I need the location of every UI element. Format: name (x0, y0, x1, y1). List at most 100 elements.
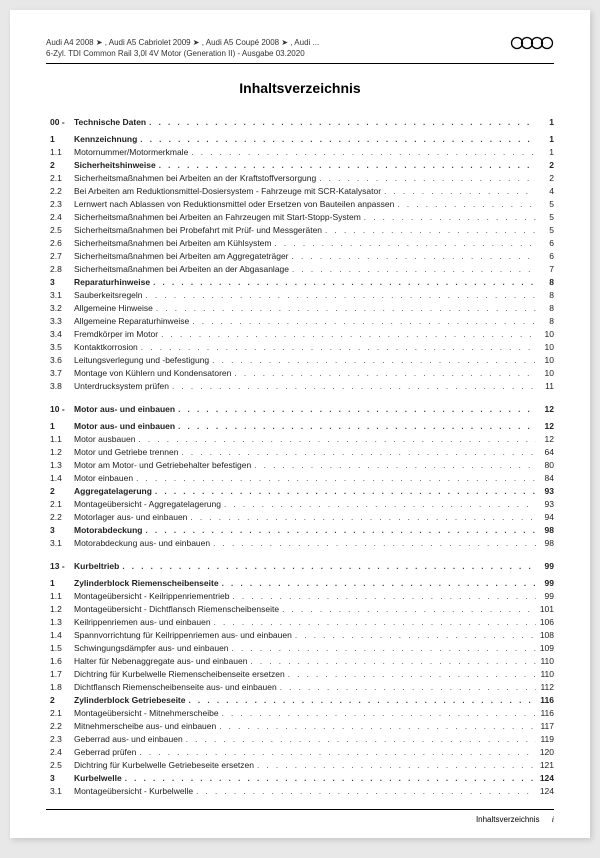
footer-page-number: i (552, 815, 554, 824)
toc-dots: . . . . . . . . . . . . . . . . . . . . … (292, 264, 536, 276)
toc-dots: . . . . . . . . . . . . . . . . . . . . … (384, 186, 536, 198)
toc-dots: . . . . . . . . . . . . . . . . . . . . … (122, 561, 536, 573)
toc-row-label: Bei Arbeiten am Reduktionsmittel-Dosiers… (74, 185, 384, 198)
toc-row: 3.1Sauberkeitsregeln. . . . . . . . . . … (46, 289, 554, 302)
toc-row: 2.1Montageübersicht - Aggregatelagerung.… (46, 498, 554, 511)
toc-section-heading: 13 -Kurbeltrieb. . . . . . . . . . . . .… (46, 560, 554, 573)
toc-row-label: Unterdrucksystem prüfen (74, 380, 172, 393)
toc-row-label: Reparaturhinweise (74, 276, 153, 289)
footer-label: Inhaltsverzeichnis (476, 815, 540, 824)
toc-row: 1.3Motor am Motor- und Getriebehalter be… (46, 459, 554, 472)
toc-page: 12 (536, 403, 554, 416)
toc-section-heading: 00 -Technische Daten. . . . . . . . . . … (46, 116, 554, 129)
toc-row-num: 1.6 (46, 655, 74, 668)
toc-row-num: 3.6 (46, 354, 74, 367)
toc-page: 108 (536, 629, 554, 642)
toc-dots: . . . . . . . . . . . . . . . . . . . . … (141, 342, 536, 354)
toc-row-num: 3.8 (46, 380, 74, 393)
toc-dots: . . . . . . . . . . . . . . . . . . . . … (181, 447, 536, 459)
toc-row: 2.5Dichtring für Kurbelwelle Getriebesei… (46, 759, 554, 772)
toc-dots: . . . . . . . . . . . . . . . . . . . . … (196, 786, 536, 798)
toc-row-label: Montage von Kühlern und Kondensatoren (74, 367, 234, 380)
toc-row: 2.3Lernwert nach Ablassen von Reduktions… (46, 198, 554, 211)
toc-page: 98 (536, 524, 554, 537)
toc-dots: . . . . . . . . . . . . . . . . . . . . … (178, 404, 536, 416)
toc-dots: . . . . . . . . . . . . . . . . . . . . … (232, 643, 536, 655)
toc-row-num: 3.1 (46, 289, 74, 302)
toc-row-label: Motor am Motor- und Getriebehalter befes… (74, 459, 254, 472)
toc-row-num: 1.2 (46, 603, 74, 616)
toc-page: 12 (536, 433, 554, 446)
toc-row: 2.2Motorlager aus- und einbauen. . . . .… (46, 511, 554, 524)
toc-dots: . . . . . . . . . . . . . . . . . . . . … (153, 277, 536, 289)
toc-row-label: Sauberkeitsregeln (74, 289, 146, 302)
toc-dots: . . . . . . . . . . . . . . . . . . . . … (232, 591, 536, 603)
toc-page: 4 (536, 185, 554, 198)
toc-page: 120 (536, 746, 554, 759)
toc-page: 84 (536, 472, 554, 485)
toc-row-label: Kontaktkorrosion (74, 341, 141, 354)
toc-page: 94 (536, 511, 554, 524)
toc-row: 2Sicherheitshinweise. . . . . . . . . . … (46, 159, 554, 172)
toc-row-num: 2 (46, 694, 74, 707)
toc-row-label: Montageübersicht - Mitnehmerscheibe (74, 707, 222, 720)
toc-row-label: Dichtring für Kurbelwelle Getriebeseite … (74, 759, 257, 772)
toc-row-num: 3.3 (46, 315, 74, 328)
toc-row-label: Aggregatelagerung (74, 485, 155, 498)
toc-row-label: Leitungsverlegung und -befestigung (74, 354, 212, 367)
toc-row: 1.3Keilrippenriemen aus- und einbauen. .… (46, 616, 554, 629)
toc-row: 3.8Unterdrucksystem prüfen. . . . . . . … (46, 380, 554, 393)
toc-page: 8 (536, 289, 554, 302)
toc-page: 121 (536, 759, 554, 772)
toc-page: 6 (536, 237, 554, 250)
toc-section-label: Kurbeltrieb (74, 560, 122, 573)
toc-row: 2.8Sicherheitsmaßnahmen bei Arbeiten an … (46, 263, 554, 276)
toc-row-num: 2 (46, 485, 74, 498)
toc-row-label: Motor und Getriebe trennen (74, 446, 181, 459)
toc-row: 2.6Sicherheitsmaßnahmen bei Arbeiten am … (46, 237, 554, 250)
toc-dots: . . . . . . . . . . . . . . . . . . . . … (397, 199, 536, 211)
toc-row: 1.4Motor einbauen. . . . . . . . . . . .… (46, 472, 554, 485)
toc-page: 112 (536, 681, 554, 694)
toc-page: 6 (536, 250, 554, 263)
toc-page: 80 (536, 459, 554, 472)
toc-page: 1 (536, 116, 554, 129)
toc-row: 1.7Dichtring für Kurbelwelle Riemenschei… (46, 668, 554, 681)
toc-row-num: 2.2 (46, 511, 74, 524)
toc-row-num: 3 (46, 276, 74, 289)
toc-row-num: 2.5 (46, 759, 74, 772)
toc-page: 99 (536, 577, 554, 590)
toc-row-num: 2.5 (46, 224, 74, 237)
toc-dots: . . . . . . . . . . . . . . . . . . . . … (155, 486, 536, 498)
header-line-2: 6-Zyl. TDI Common Rail 3,0l 4V Motor (Ge… (46, 49, 554, 60)
toc-dots: . . . . . . . . . . . . . . . . . . . . … (214, 617, 536, 629)
toc-row: 1.5Schwingungsdämpfer aus- und einbauen.… (46, 642, 554, 655)
toc-dots: . . . . . . . . . . . . . . . . . . . . … (257, 760, 536, 772)
footer-rule (46, 809, 554, 810)
header-rule (46, 63, 554, 64)
toc-page: 98 (536, 537, 554, 550)
table-of-contents: 00 -Technische Daten. . . . . . . . . . … (46, 116, 554, 798)
toc-dots: . . . . . . . . . . . . . . . . . . . . … (224, 499, 536, 511)
toc-row-label: Kennzeichnung (74, 133, 140, 146)
toc-row-num: 2.1 (46, 707, 74, 720)
toc-row-num: 3.1 (46, 537, 74, 550)
toc-row-label: Montageübersicht - Dichtflansch Riemensc… (74, 603, 282, 616)
toc-row-num: 1.4 (46, 629, 74, 642)
toc-dots: . . . . . . . . . . . . . . . . . . . . … (125, 773, 536, 785)
toc-dots: . . . . . . . . . . . . . . . . . . . . … (145, 525, 536, 537)
toc-row-label: Geberrad prüfen (74, 746, 139, 759)
toc-row: 2.4Geberrad prüfen. . . . . . . . . . . … (46, 746, 554, 759)
toc-row-label: Sicherheitsmaßnahmen bei Arbeiten an Fah… (74, 211, 364, 224)
toc-page: 1 (536, 146, 554, 159)
toc-row: 2.2Mitnehmerscheibe aus- und einbauen. .… (46, 720, 554, 733)
toc-row-num: 1.1 (46, 433, 74, 446)
toc-dots: . . . . . . . . . . . . . . . . . . . . … (274, 238, 536, 250)
toc-section-num: 10 - (46, 403, 74, 416)
toc-page: 10 (536, 354, 554, 367)
footer: Inhaltsverzeichnis i (476, 815, 554, 824)
toc-page: 8 (536, 315, 554, 328)
page: Audi A4 2008 ➤ , Audi A5 Cabriolet 2009 … (10, 10, 590, 838)
header-line-1: Audi A4 2008 ➤ , Audi A5 Cabriolet 2009 … (46, 38, 554, 49)
toc-row: 3.7Montage von Kühlern und Kondensatoren… (46, 367, 554, 380)
